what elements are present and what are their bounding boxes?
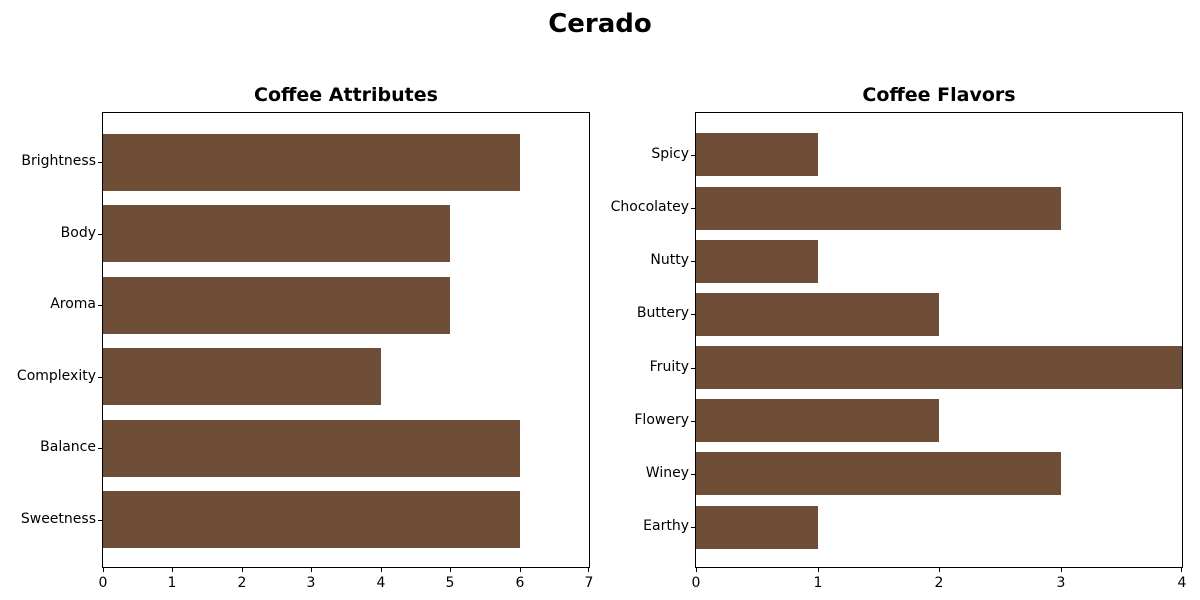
y-tick [691, 155, 696, 156]
x-tick [172, 568, 173, 572]
y-axis-label: Chocolatey [610, 199, 689, 215]
plot-area: 0 1 2 3 4 5 6 7 [98, 112, 593, 591]
x-tick [696, 568, 697, 572]
x-tick-label: 1 [167, 575, 177, 591]
y-tick [98, 305, 103, 306]
bar-buttery [696, 293, 939, 336]
x-tick [1061, 568, 1062, 572]
plot-wrap: Spicy Chocolatey Nutty Buttery Fruity Flowery… [593, 112, 1186, 598]
y-tick [98, 377, 103, 378]
y-tick [691, 474, 696, 475]
y-tick [691, 368, 696, 369]
bar-winey [696, 452, 1061, 495]
y-tick [691, 261, 696, 262]
bar-chocolatey [696, 187, 1061, 230]
x-tick-label: 4 [376, 575, 386, 591]
bar-balance [103, 420, 520, 477]
y-axis-label: Brightness [21, 153, 96, 169]
chart-panel-coffee-flavors: Coffee Flavors Spicy Chocolatey Nutty Butte… [593, 84, 1187, 594]
chart-title: Coffee Attributes [254, 84, 438, 106]
y-tick [691, 421, 696, 422]
y-axis-label: Flowery [634, 412, 689, 428]
x-tick [818, 568, 819, 572]
x-tick [311, 568, 312, 572]
x-tick-label: 0 [691, 575, 701, 591]
x-tick-label: 1 [813, 575, 823, 591]
x-tick-label: 3 [1056, 575, 1066, 591]
y-axis-label: Earthy [643, 518, 689, 534]
chart-panel-coffee-attributes: Coffee Attributes Brightness Body Aroma Com… [0, 84, 594, 594]
y-axis-label: Fruity [649, 359, 689, 375]
x-tick [588, 568, 589, 572]
bar-nutty [696, 240, 818, 283]
y-tick [98, 234, 103, 235]
y-axis-label: Nutty [650, 252, 689, 268]
x-tick-label: 2 [934, 575, 944, 591]
x-tick [939, 568, 940, 572]
x-tick [103, 568, 104, 572]
y-axis-labels: Brightness Body Aroma Complexity Balance Swee… [0, 112, 96, 568]
bar-flowery [696, 399, 939, 442]
bar-fruity [696, 346, 1182, 389]
y-tick [98, 448, 103, 449]
x-tick-label: 6 [515, 575, 525, 591]
plot-area: 0 1 2 3 4 [691, 112, 1186, 591]
x-tick-label: 2 [237, 575, 247, 591]
y-axis-label: Spicy [651, 146, 689, 162]
y-tick [691, 208, 696, 209]
x-tick-label: 0 [98, 575, 108, 591]
x-tick [242, 568, 243, 572]
x-tick-label: 7 [584, 575, 594, 591]
y-tick [98, 162, 103, 163]
bar-brightness [103, 134, 520, 191]
x-tick-label: 5 [445, 575, 455, 591]
x-tick [1181, 568, 1182, 572]
y-tick [691, 527, 696, 528]
chart-title: Coffee Flavors [862, 84, 1016, 106]
plot-wrap: Brightness Body Aroma Complexity Balance Swee… [0, 112, 593, 598]
x-tick [520, 568, 521, 572]
y-axis-labels: Spicy Chocolatey Nutty Buttery Fruity Flowery… [593, 112, 689, 568]
x-tick [381, 568, 382, 572]
bar-aroma [103, 277, 451, 334]
bar-body [103, 205, 451, 262]
y-axis-label: Body [60, 225, 96, 241]
y-axis-label: Sweetness [20, 511, 96, 527]
x-tick-label: 4 [1177, 575, 1187, 591]
figure-title: Cerado [548, 9, 652, 39]
x-tick-label: 3 [306, 575, 316, 591]
bar-spicy [696, 133, 818, 176]
y-tick [691, 314, 696, 315]
y-axis-label: Buttery [636, 305, 689, 321]
bar-sweetness [103, 491, 520, 548]
y-axis-label: Complexity [16, 368, 96, 384]
bar-complexity [103, 348, 381, 405]
y-axis-label: Balance [40, 439, 96, 455]
y-axis-label: Aroma [50, 296, 96, 312]
y-tick [98, 520, 103, 521]
bar-earthy [696, 506, 818, 549]
x-tick [450, 568, 451, 572]
y-axis-label: Winey [645, 465, 689, 481]
